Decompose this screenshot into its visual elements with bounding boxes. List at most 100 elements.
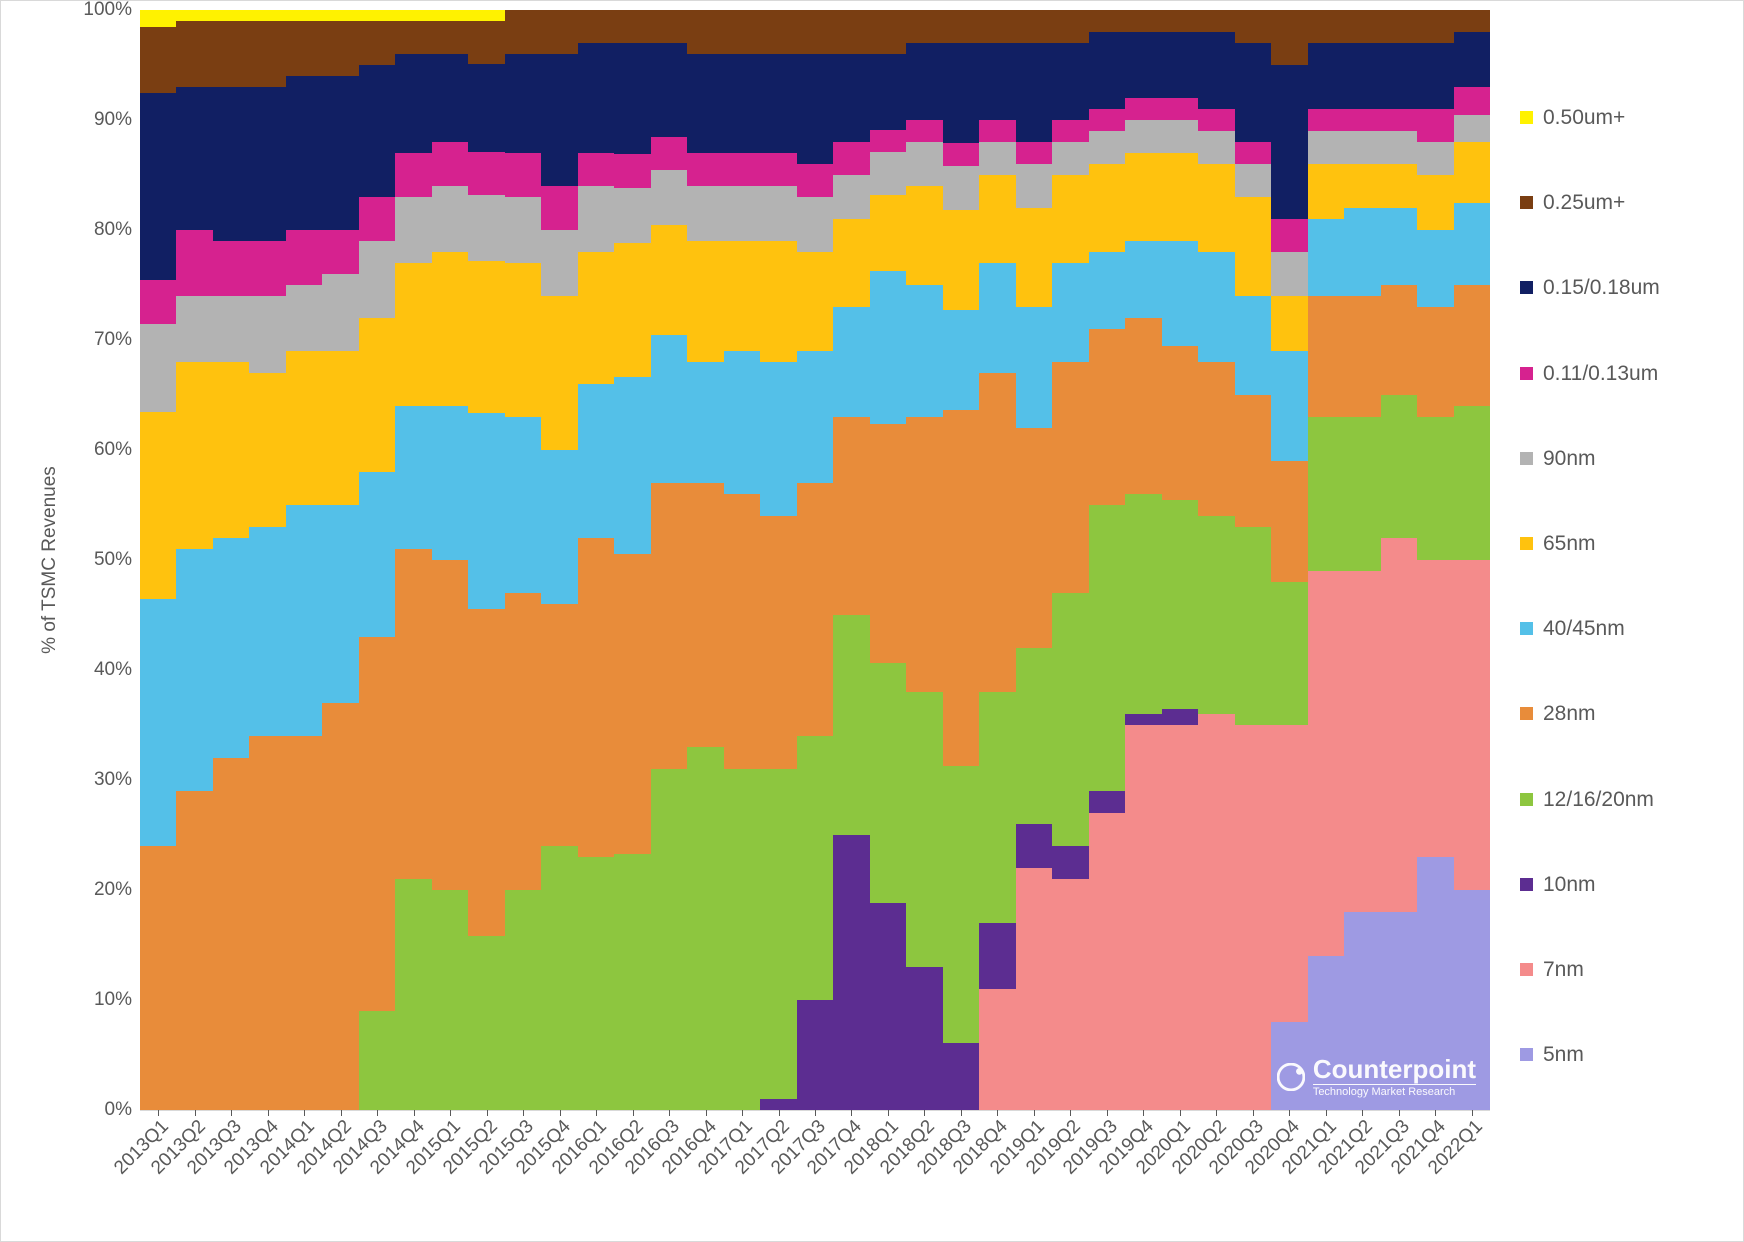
bar-segment	[1454, 285, 1490, 406]
bar-segment	[1235, 527, 1271, 725]
bar-segment	[176, 549, 212, 791]
bar-segment	[1162, 32, 1198, 98]
bar-segment	[1198, 252, 1234, 362]
bar-segment	[468, 195, 504, 260]
bar-segment	[906, 142, 942, 186]
bar-segment	[359, 637, 395, 1011]
y-tick-label: 70%	[94, 329, 140, 351]
bar-segment	[979, 923, 1015, 989]
bar-segment	[651, 170, 687, 225]
bar-segment	[1089, 791, 1125, 813]
bar-segment	[1052, 593, 1088, 846]
bar-segment	[1308, 219, 1344, 296]
bar-segment	[797, 351, 833, 483]
bar-segment	[1125, 153, 1161, 241]
bar-segment	[505, 54, 541, 153]
legend-item: 12/16/20nm	[1520, 787, 1730, 812]
bar-segment	[833, 219, 869, 307]
bar-segment	[1016, 43, 1052, 142]
bar-segment	[1235, 10, 1271, 43]
bar-column	[249, 10, 285, 1110]
bar-segment	[1454, 32, 1490, 87]
bar-segment	[1271, 725, 1307, 1022]
bar-segment	[1271, 351, 1307, 461]
bar-segment	[359, 241, 395, 318]
legend-label: 65nm	[1543, 531, 1703, 556]
bar-segment	[1235, 197, 1271, 296]
bar-segment	[249, 10, 285, 21]
bar-column	[1089, 10, 1125, 1110]
bar-segment	[906, 417, 942, 692]
bar-segment	[760, 516, 796, 769]
y-tick-label: 30%	[94, 769, 140, 791]
bar-segment	[578, 10, 614, 43]
bar-segment	[213, 362, 249, 538]
legend-item: 10nm	[1520, 872, 1730, 897]
bar-segment	[1235, 142, 1271, 164]
bar-segment	[322, 10, 358, 21]
legend-label: 10nm	[1543, 872, 1703, 897]
bar-segment	[797, 197, 833, 252]
bar-segment	[1344, 131, 1380, 164]
bar-segment	[979, 373, 1015, 692]
legend-item: 7nm	[1520, 957, 1730, 982]
bar-segment	[1381, 43, 1417, 109]
bar-segment	[1162, 120, 1198, 153]
bar-segment	[1235, 164, 1271, 197]
y-tick-label: 80%	[94, 219, 140, 241]
bar-segment	[1417, 43, 1453, 109]
bar-segment	[578, 252, 614, 384]
legend-swatch	[1520, 963, 1533, 976]
bar-segment	[1454, 203, 1490, 286]
bar-column	[1016, 10, 1052, 1110]
bar-segment	[1308, 43, 1344, 109]
y-tick-label: 50%	[94, 549, 140, 571]
bar-segment	[979, 175, 1015, 263]
bar-segment	[614, 10, 650, 43]
bar-segment	[395, 10, 431, 21]
bar-segment	[1089, 252, 1125, 329]
bar-segment	[213, 241, 249, 296]
bar-segment	[176, 230, 212, 296]
bar-column	[1235, 10, 1271, 1110]
bar-segment	[1089, 109, 1125, 131]
bar-segment	[176, 296, 212, 362]
bar-segment	[906, 186, 942, 285]
bar-segment	[651, 225, 687, 335]
bar-segment	[140, 599, 176, 847]
bar-segment	[1344, 10, 1380, 43]
bar-column	[395, 10, 431, 1110]
bar-segment	[760, 153, 796, 186]
bar-segment	[395, 406, 431, 549]
bar-segment	[1271, 296, 1307, 351]
legend-label: 0.11/0.13um	[1543, 361, 1703, 386]
bar-segment	[541, 230, 577, 296]
bar-segment	[1271, 65, 1307, 219]
bar-segment	[943, 10, 979, 43]
bar-segment	[1198, 714, 1234, 1110]
bar-segment	[687, 153, 723, 186]
bar-segment	[1454, 560, 1490, 890]
legend-label: 0.50um+	[1543, 105, 1703, 130]
bar-segment	[1162, 241, 1198, 346]
legend-item: 65nm	[1520, 531, 1730, 556]
bar-segment	[432, 142, 468, 186]
bar-segment	[1454, 10, 1490, 32]
bar-segment	[1417, 560, 1453, 857]
bar-segment	[1016, 648, 1052, 824]
bar-segment	[1454, 115, 1490, 143]
bar-segment	[979, 263, 1015, 373]
bar-column	[797, 10, 833, 1110]
legend-label: 90nm	[1543, 446, 1703, 471]
bar-segment	[213, 87, 249, 241]
bar-segment	[541, 450, 577, 604]
legend-label: 0.15/0.18um	[1543, 275, 1703, 300]
bar-segment	[1125, 494, 1161, 714]
legend-swatch	[1520, 878, 1533, 891]
bar-segment	[724, 351, 760, 494]
bar-segment	[724, 241, 760, 351]
bar-segment	[833, 615, 869, 835]
watermark-sub: Technology Market Research	[1313, 1084, 1476, 1098]
legend-item: 5nm	[1520, 1042, 1730, 1067]
bar-segment	[943, 210, 979, 310]
